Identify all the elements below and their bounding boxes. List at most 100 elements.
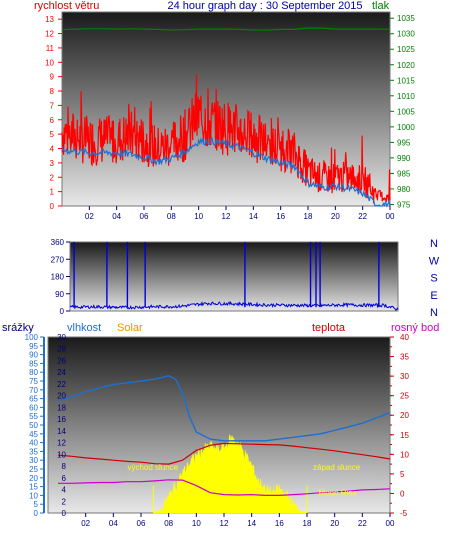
x-tick-label: 02	[81, 519, 90, 528]
wind-tick-label: 4	[50, 145, 55, 154]
direction-tick-label: 180	[51, 273, 65, 282]
rain-tick-label: 90	[29, 351, 38, 360]
sun-event-label: Moon Rise	[319, 488, 358, 497]
pressure-tick-label: 1030	[397, 30, 415, 39]
temperature-tick-label: 15	[400, 431, 409, 440]
rain-tick-label: 50	[29, 421, 38, 430]
wind-tick-label: 0	[50, 202, 55, 211]
pressure-tick-label: 995	[397, 138, 411, 147]
humidity-tick-label: 24	[57, 368, 66, 377]
temperature-tick-label: 35	[400, 353, 409, 362]
temperature-label: teplota	[312, 322, 346, 334]
x-tick-label: 08	[167, 212, 176, 221]
x-tick-label: 02	[85, 212, 94, 221]
compass-label: N	[430, 238, 438, 250]
x-tick-label: 18	[304, 212, 313, 221]
x-tick-label: 06	[137, 519, 146, 528]
humidity-tick-label: 16	[57, 415, 66, 424]
sun-event-label: východ slunce	[127, 463, 178, 472]
chart-title: 24 hour graph day : 30 September 2015	[167, 0, 362, 12]
pressure-tick-label: 1020	[397, 61, 415, 70]
temperature-tick-label: 0	[400, 489, 405, 498]
humidity-tick-label: 20	[57, 392, 66, 401]
x-tick-label: 10	[192, 519, 201, 528]
wind-tick-label: 5	[50, 130, 55, 139]
series-layer	[57, 27, 399, 515]
temperature-tick-label: 10	[400, 450, 409, 459]
temperature-tick-label: -5	[400, 509, 408, 518]
direction-tick-label: 360	[51, 238, 65, 247]
humidity-tick-label: 12	[57, 439, 66, 448]
rain-tick-label: 80	[29, 368, 38, 377]
humidity-label: vlhkost	[67, 322, 101, 334]
sun-event-label: západ slunce	[313, 463, 361, 472]
x-tick-label: 08	[164, 519, 173, 528]
compass-label: N	[430, 307, 438, 319]
humidity-tick-label: 2	[62, 497, 67, 506]
humidity-line	[57, 374, 391, 442]
x-tick-label: 00	[386, 212, 395, 221]
direction-tick-label: 270	[51, 255, 65, 264]
pressure-tick-label: 1000	[397, 123, 415, 132]
wind-tick-label: 2	[50, 173, 55, 182]
solar-label: Solar	[117, 322, 143, 334]
x-tick-label: 16	[275, 519, 284, 528]
wind-speed-label: rychlost větru	[34, 0, 99, 12]
x-tick-label: 00	[386, 519, 395, 528]
x-tick-label: 20	[330, 519, 339, 528]
wind-tick-label: 6	[50, 116, 55, 125]
x-tick-label: 12	[220, 519, 229, 528]
humidity-tick-label: 30	[57, 333, 66, 342]
pressure-label: tlak	[372, 0, 390, 12]
humidity-tick-label: 28	[57, 345, 66, 354]
wind-tick-label: 7	[50, 101, 55, 110]
pressure-tick-label: 980	[397, 185, 411, 194]
temperature-line	[57, 442, 391, 465]
rain-tick-label: 35	[29, 447, 38, 456]
rain-tick-label: 55	[29, 412, 38, 421]
rain-tick-label: 95	[29, 342, 38, 351]
rain-tick-label: 30	[29, 456, 38, 465]
humidity-tick-label: 18	[57, 403, 66, 412]
temperature-tick-label: 25	[400, 392, 409, 401]
humidity-tick-label: 6	[62, 474, 67, 483]
x-tick-label: 10	[194, 212, 203, 221]
temperature-tick-label: 5	[400, 470, 405, 479]
pressure-line	[61, 27, 391, 31]
wind-tick-label: 9	[50, 73, 55, 82]
pressure-tick-label: 1015	[397, 76, 415, 85]
rain-tick-label: 20	[29, 474, 38, 483]
x-tick-label: 06	[140, 212, 149, 221]
humidity-tick-label: 10	[57, 450, 66, 459]
x-tick-label: 12	[222, 212, 231, 221]
axis-layer: 0123456789101112139759809859909951000100…	[25, 14, 440, 528]
direction-tick-label: 90	[55, 290, 64, 299]
humidity-tick-label: 0	[62, 509, 67, 518]
panel-wind-background	[61, 11, 391, 207]
rain-tick-label: 60	[29, 403, 38, 412]
wind-tick-label: 10	[45, 58, 54, 67]
wind-tick-label: 13	[45, 15, 54, 24]
rain-tick-label: 45	[29, 430, 38, 439]
x-tick-label: 04	[109, 519, 118, 528]
temperature-tick-label: 30	[400, 372, 409, 381]
pressure-tick-label: 985	[397, 169, 411, 178]
panel-direction-background	[69, 241, 399, 312]
rain-tick-label: 65	[29, 395, 38, 404]
x-tick-label: 18	[303, 519, 312, 528]
x-tick-label: 22	[358, 519, 367, 528]
rain-tick-label: 0	[34, 509, 39, 518]
temperature-tick-label: 20	[400, 411, 409, 420]
dewpoint-label: rosný bod	[391, 322, 439, 334]
rain-label: srážky	[2, 322, 34, 334]
pressure-tick-label: 975	[397, 200, 411, 209]
compass-label: W	[429, 255, 440, 267]
wind-average-line	[61, 136, 391, 208]
wind-tick-label: 3	[50, 159, 55, 168]
pressure-tick-label: 1035	[397, 14, 415, 23]
pressure-tick-label: 1010	[397, 92, 415, 101]
rain-tick-label: 25	[29, 465, 38, 474]
compass-label: E	[430, 290, 437, 302]
wind-tick-label: 11	[46, 44, 55, 53]
